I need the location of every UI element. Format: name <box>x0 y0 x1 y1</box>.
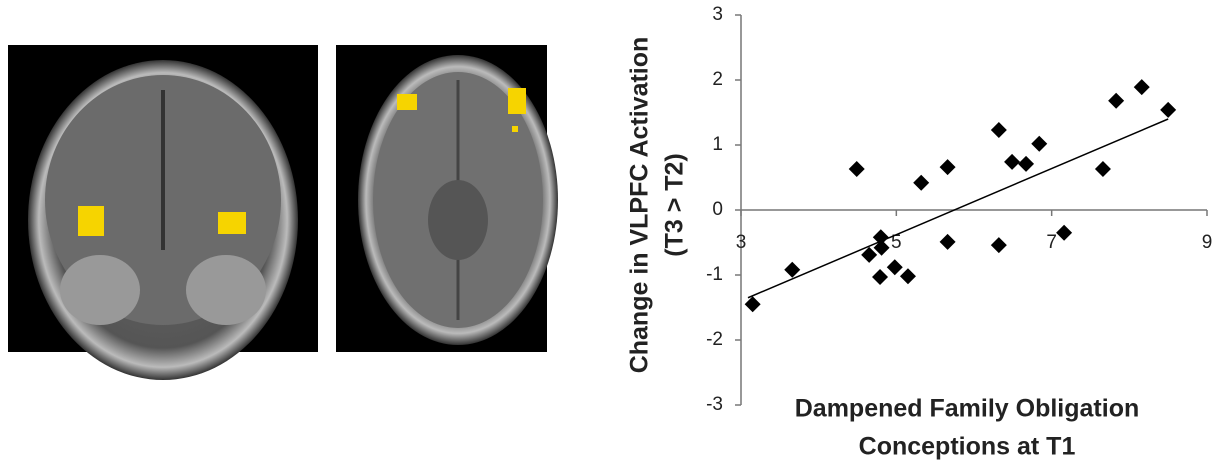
x-tick-label: 9 <box>1202 232 1213 253</box>
scatter-chart: -3 -2 -1 0 1 2 3 3 5 7 9 Dampened Family Obligation… <box>626 4 1213 461</box>
point <box>939 233 956 250</box>
x-tick-label: 7 <box>1046 232 1057 253</box>
point <box>784 261 801 278</box>
point <box>990 237 1007 254</box>
point <box>886 259 903 276</box>
y-tick-label: 3 <box>712 4 723 25</box>
point <box>1031 135 1048 152</box>
y-tick-label: -3 <box>706 394 723 415</box>
x-tick-label: 3 <box>736 232 747 253</box>
axial-brain-image <box>336 45 558 352</box>
point <box>1004 153 1021 170</box>
y-tick-label: -2 <box>706 329 723 350</box>
point <box>1108 92 1125 109</box>
point <box>1094 161 1111 178</box>
y-axis-title: Change in VLPFC Activation <box>626 37 654 374</box>
y-axis-title: (T3 > T2) <box>661 153 689 257</box>
point <box>1056 224 1073 241</box>
point <box>913 174 930 191</box>
point <box>939 159 956 176</box>
point <box>899 268 916 285</box>
coronal-brain-image <box>8 45 318 380</box>
point <box>1160 101 1177 118</box>
point <box>872 268 889 285</box>
point <box>1018 155 1035 172</box>
trendline <box>747 118 1169 299</box>
point <box>872 229 889 246</box>
y-tick-label: 0 <box>712 199 723 220</box>
y-tick-label: 2 <box>712 69 723 90</box>
point <box>990 122 1007 139</box>
point <box>744 296 761 313</box>
point <box>1133 79 1150 96</box>
point <box>848 161 865 178</box>
point <box>873 239 890 256</box>
y-tick-label: 1 <box>712 134 723 155</box>
x-axis-title: Conceptions at T1 <box>859 433 1076 461</box>
point <box>861 246 878 263</box>
x-tick-label: 5 <box>891 232 902 253</box>
x-axis-title: Dampened Family Obligation <box>795 395 1140 423</box>
y-tick-label: -1 <box>706 264 723 285</box>
